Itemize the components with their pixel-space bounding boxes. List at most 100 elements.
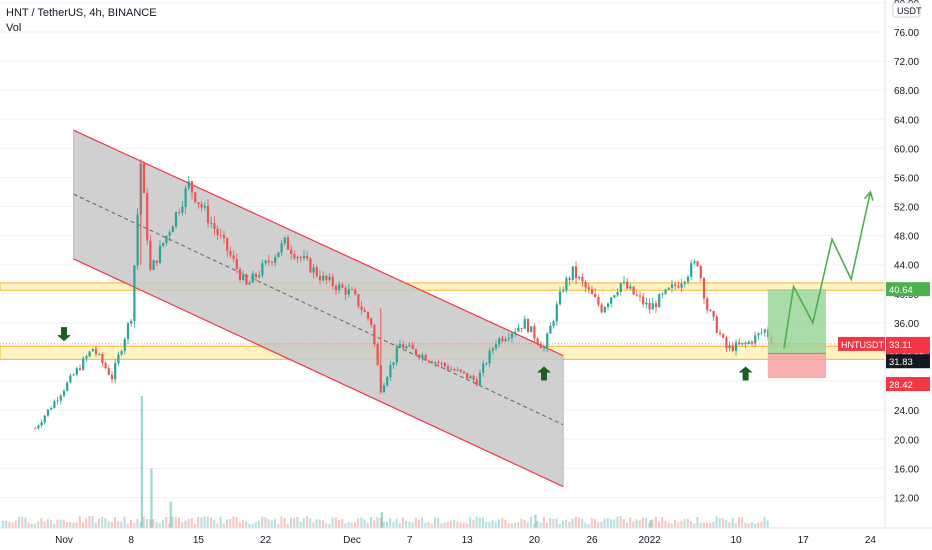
volume-bar	[485, 522, 488, 528]
candle-body	[62, 390, 66, 396]
volume-bar	[757, 522, 760, 528]
volume-bar	[469, 517, 472, 528]
candle-body	[456, 369, 459, 371]
volume-bar	[251, 523, 254, 528]
volume-bar	[98, 518, 100, 528]
volume-bar	[165, 516, 168, 528]
candle-body	[750, 341, 754, 344]
volume-bar	[8, 521, 11, 528]
volume-bar	[418, 519, 420, 528]
volume-bar	[62, 519, 65, 528]
candle-body	[299, 257, 302, 259]
candle-body	[254, 273, 258, 278]
volume-bar	[274, 519, 276, 528]
volume-bar	[27, 522, 30, 528]
volume-bar	[235, 516, 238, 528]
projection-path	[783, 190, 874, 349]
volume-bar	[664, 520, 667, 528]
stop-price-label: 28.42	[889, 380, 913, 391]
volume-bar	[725, 520, 728, 528]
y-tick-label: 52.00	[894, 203, 919, 214]
candle-body	[469, 376, 472, 379]
candle-body	[219, 235, 222, 236]
volume-bar	[325, 523, 328, 528]
volume-bar	[104, 518, 107, 528]
volume-bar	[43, 521, 46, 528]
volume-bar	[562, 520, 564, 528]
volume-bar	[501, 517, 504, 528]
arrow-up-icon	[537, 366, 551, 381]
volume-bar	[194, 523, 196, 528]
candle-body	[386, 377, 389, 386]
volume-bar	[184, 520, 187, 528]
x-tick-label: 15	[193, 535, 205, 546]
volume-bar	[421, 517, 424, 528]
candle-body	[587, 287, 590, 290]
volume-bar	[5, 520, 8, 528]
candle-body	[581, 276, 584, 282]
volume-bar	[424, 522, 427, 528]
candle-body	[341, 284, 344, 288]
candles	[34, 159, 773, 431]
volume-bar	[78, 516, 81, 528]
candle-body	[277, 252, 280, 258]
candle-body	[741, 342, 744, 345]
channel-fill	[73, 129, 564, 488]
candle-body	[286, 237, 290, 250]
candle-body	[395, 347, 398, 363]
volume-bar	[155, 521, 158, 528]
candle-body	[43, 415, 46, 423]
volume-bar	[277, 523, 280, 528]
volume-bar	[296, 516, 299, 528]
volume-bar	[661, 517, 664, 528]
candle-body	[398, 344, 402, 348]
candle-body	[66, 382, 69, 391]
volume-bar	[238, 522, 241, 528]
volume-bar	[50, 520, 52, 528]
volume-bar	[312, 522, 315, 528]
candle-body	[494, 344, 498, 349]
candle-body	[69, 375, 72, 383]
candle-body	[555, 304, 558, 322]
projection-arrowhead	[863, 190, 874, 201]
volume-bar	[613, 519, 616, 528]
volume-bar	[123, 516, 126, 528]
candle-body	[267, 260, 270, 263]
volume-bar	[66, 522, 68, 528]
volume-bar	[693, 523, 696, 528]
volume-bar	[654, 516, 657, 528]
volume-bar	[395, 518, 398, 528]
volume-bar	[366, 523, 369, 528]
candle-body	[530, 326, 533, 333]
volume-label: Vol	[6, 22, 22, 34]
volume-bar	[651, 519, 654, 528]
candle-body	[338, 284, 341, 291]
candle-body	[88, 351, 91, 357]
symbol-title: HNT / TetherUS, 4h, BINANCE	[6, 7, 157, 19]
candle-body	[568, 278, 571, 280]
volume-bar	[430, 523, 433, 528]
candle-body	[117, 354, 120, 364]
candle-body	[446, 366, 450, 370]
volume-bar	[603, 518, 606, 528]
candle-body	[443, 362, 446, 367]
candle-body	[658, 294, 661, 308]
candle-body	[315, 267, 318, 277]
candle-body	[114, 363, 117, 380]
candle-body	[661, 293, 664, 295]
volume-bar	[645, 517, 648, 528]
volume-bar	[258, 521, 260, 528]
volume-bar	[363, 519, 366, 528]
volume-bar	[766, 520, 769, 528]
candle-body	[197, 202, 200, 205]
volume-bar	[140, 396, 143, 528]
volume-bar	[46, 519, 49, 528]
candle-body	[629, 286, 632, 289]
candle-body	[427, 360, 430, 362]
volume-bar	[699, 522, 702, 528]
volume-bar	[754, 523, 756, 528]
candle-body	[437, 362, 440, 364]
volume-bar	[405, 520, 408, 528]
volume-bar	[534, 514, 537, 528]
